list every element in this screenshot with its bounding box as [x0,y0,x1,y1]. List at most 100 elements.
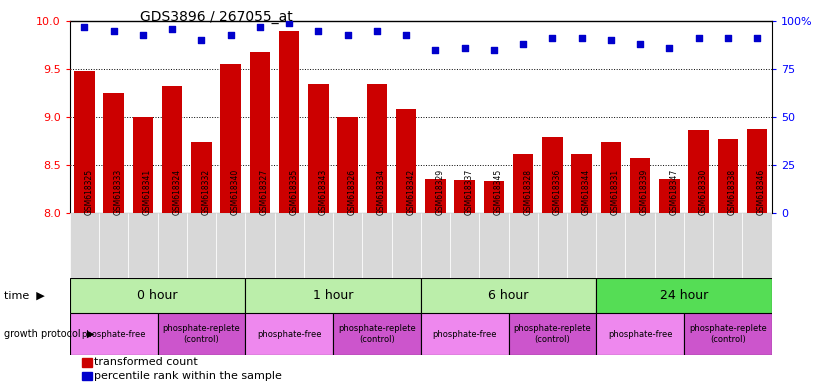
Point [429,47,442,53]
Point [488,47,501,53]
Text: GSM618343: GSM618343 [319,169,328,215]
Text: phosphate-replete
(control): phosphate-replete (control) [163,324,241,344]
Bar [216,213,245,278]
Bar [367,84,388,213]
Bar [333,213,362,278]
Bar [245,313,333,355]
Text: 6 hour: 6 hour [488,289,529,302]
Text: GSM618329: GSM618329 [435,169,444,215]
Point [692,35,705,41]
Bar [684,313,772,355]
Bar [396,109,416,213]
Bar [274,213,304,278]
Text: 1 hour: 1 hour [313,289,353,302]
Text: phosphate-replete
(control): phosphate-replete (control) [338,324,415,344]
Point [575,35,588,41]
Text: GSM618334: GSM618334 [377,169,386,215]
Text: GSM618336: GSM618336 [553,169,562,215]
Bar [542,137,562,213]
Text: GSM618346: GSM618346 [757,169,766,215]
Bar [333,313,421,355]
Point [400,31,413,38]
Text: GSM618342: GSM618342 [406,169,415,215]
Point [166,26,179,32]
Point [516,41,530,47]
Text: GDS3896 / 267055_at: GDS3896 / 267055_at [140,10,292,23]
Bar [128,213,158,278]
Text: GSM618328: GSM618328 [523,169,532,215]
Point [341,31,354,38]
Bar [245,213,274,278]
Text: GSM618347: GSM618347 [669,169,678,215]
Bar [162,86,182,213]
Text: phosphate-free: phosphate-free [433,329,497,339]
Bar [596,313,684,355]
Bar [304,213,333,278]
Bar [70,313,158,355]
Bar [508,213,538,278]
Bar [392,213,421,278]
Bar [191,142,212,213]
Point [546,35,559,41]
Point [254,24,267,30]
Bar [596,278,772,313]
Bar [103,93,124,213]
Bar [74,71,94,213]
Bar [133,117,154,213]
Text: GSM618330: GSM618330 [699,169,708,215]
Bar [596,213,626,278]
Text: GSM618325: GSM618325 [85,169,94,215]
Point [282,20,296,26]
Text: GSM618333: GSM618333 [113,169,122,215]
Bar [513,154,534,213]
Bar [279,31,300,213]
Bar [538,213,567,278]
Text: growth protocol  ▶: growth protocol ▶ [4,329,94,339]
Text: GSM618339: GSM618339 [640,169,649,215]
Text: transformed count: transformed count [94,358,198,367]
Text: GSM618331: GSM618331 [611,169,620,215]
Bar [337,117,358,213]
Text: phosphate-free: phosphate-free [257,329,321,339]
Bar [70,213,99,278]
Point [312,28,325,34]
Bar [567,213,596,278]
Text: phosphate-free: phosphate-free [608,329,672,339]
Text: GSM618332: GSM618332 [201,169,210,215]
Text: GSM618345: GSM618345 [494,169,503,215]
Bar [742,213,772,278]
Point [663,45,676,51]
Text: GSM618335: GSM618335 [289,169,298,215]
Bar [626,213,654,278]
Bar [70,278,245,313]
Text: phosphate-free: phosphate-free [81,329,146,339]
Bar [99,213,128,278]
Text: phosphate-replete
(control): phosphate-replete (control) [513,324,591,344]
Bar [659,179,680,213]
Text: time  ▶: time ▶ [4,291,45,301]
Bar [655,213,684,278]
Text: phosphate-replete
(control): phosphate-replete (control) [689,324,767,344]
Point [458,45,471,51]
Point [750,35,764,41]
Bar [571,154,592,213]
Bar [484,182,504,213]
Point [604,37,617,43]
Point [370,28,383,34]
Bar [308,84,328,213]
Text: GSM618337: GSM618337 [465,169,474,215]
Text: 0 hour: 0 hour [137,289,178,302]
Bar [630,158,650,213]
Bar [220,64,241,213]
Bar [747,129,768,213]
Text: GSM618324: GSM618324 [172,169,181,215]
Text: GSM618341: GSM618341 [143,169,152,215]
Bar [362,213,392,278]
Text: GSM618338: GSM618338 [728,169,737,215]
Bar [450,213,479,278]
Text: GSM618327: GSM618327 [260,169,269,215]
Bar [250,52,270,213]
Bar [684,213,713,278]
Text: GSM618344: GSM618344 [581,169,590,215]
Bar [158,313,245,355]
